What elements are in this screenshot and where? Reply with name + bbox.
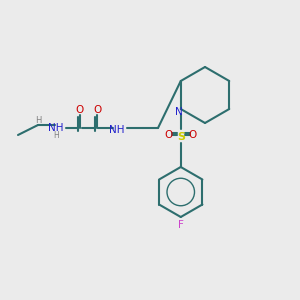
Text: H: H [53,130,59,140]
Text: NH: NH [48,123,64,133]
Text: S: S [177,132,185,142]
Text: O: O [76,105,84,115]
Text: F: F [178,220,184,230]
Text: O: O [93,105,101,115]
Text: N: N [175,107,183,117]
Text: H: H [35,116,41,125]
Text: O: O [189,130,197,140]
Text: NH: NH [109,125,125,135]
Text: O: O [165,130,173,140]
